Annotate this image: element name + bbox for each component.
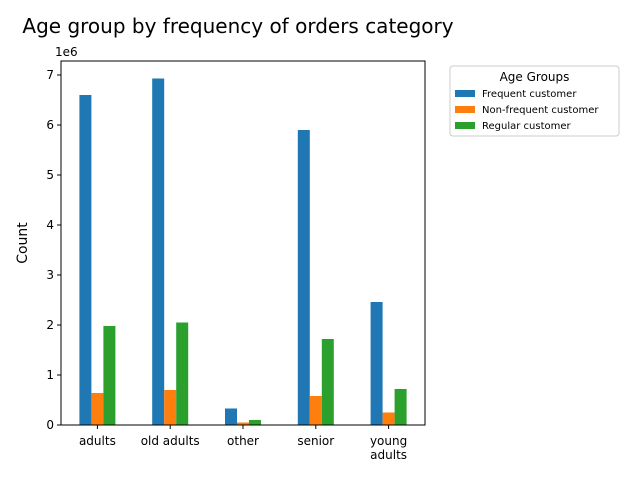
legend-swatch: [455, 106, 475, 113]
legend-entry: Non-frequent customer: [482, 105, 599, 116]
bar-frequent-customer-2: [225, 408, 237, 425]
x-tick-label: adults: [79, 434, 116, 448]
y-tick-label: 3: [46, 268, 54, 282]
x-tick-label: old adults: [141, 434, 200, 448]
legend-swatch: [455, 122, 475, 129]
legend-entry: Frequent customer: [482, 89, 577, 100]
legend-box: [449, 65, 620, 137]
legend-title: Age Groups: [500, 70, 570, 84]
plot-area: 0 1 2 3 4 5 6 7 adults old adults other senior young…: [46, 60, 426, 462]
bar-non-frequent-customer-4: [382, 412, 395, 425]
bar-regular-customer-0: [103, 326, 116, 425]
x-tick-label: adults: [370, 448, 407, 462]
bar-non-frequent-customer-3: [309, 396, 322, 425]
bar-frequent-customer-0: [79, 95, 92, 425]
y-tick-label: 0: [46, 418, 54, 432]
x-tick-label: other: [227, 434, 259, 448]
bar-regular-customer-4: [394, 389, 407, 425]
y-tick-label: 1: [46, 368, 54, 382]
legend-swatch: [455, 90, 475, 97]
bar-frequent-customer-1: [152, 78, 165, 425]
legend-entry: Regular customer: [482, 121, 572, 132]
bar-frequent-customer-4: [370, 302, 383, 425]
y-axis-offset-label: 1e6: [55, 45, 78, 59]
x-tick-label: young: [370, 434, 407, 448]
y-tick-label: 6: [46, 118, 54, 132]
axes-frame: [60, 60, 426, 426]
legend: Age Groups Frequent customer Non-frequent …: [449, 65, 620, 137]
bar-non-frequent-customer-2: [237, 422, 249, 425]
y-tick-label: 5: [46, 168, 54, 182]
x-tick-label: senior: [297, 434, 334, 448]
y-axis-label: Count: [15, 222, 31, 264]
bar-regular-customer-1: [176, 322, 189, 425]
chart-title: Age group by frequency of orders categor…: [22, 14, 453, 38]
bar-regular-customer-2: [249, 420, 261, 425]
bar-regular-customer-3: [321, 339, 334, 425]
y-tick-label: 2: [46, 318, 54, 332]
bar-frequent-customer-3: [297, 130, 310, 425]
bar-non-frequent-customer-0: [91, 393, 104, 425]
bar-non-frequent-customer-1: [164, 390, 177, 425]
y-tick-label: 7: [46, 68, 54, 82]
y-tick-label: 4: [46, 218, 54, 232]
